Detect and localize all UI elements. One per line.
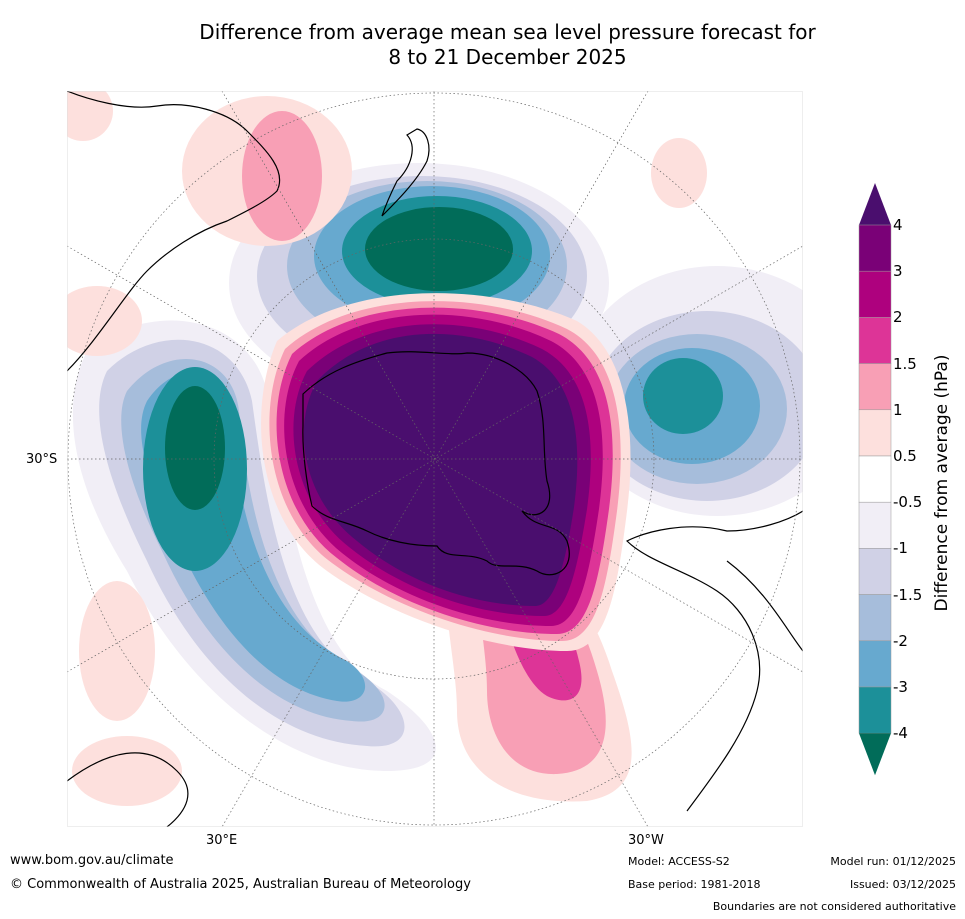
colorbar-tick-label: -1: [893, 539, 908, 558]
colorbar-segment: [858, 270, 892, 318]
anomaly-high-patches: [67, 91, 707, 806]
anomaly-low-indian-ocean: [72, 320, 436, 771]
label-30w: 30°W: [628, 833, 664, 848]
australia-coast: [67, 91, 281, 372]
colorbar-segment: [858, 409, 892, 457]
anomaly-high-antarctica: [261, 293, 631, 651]
colorbar: [858, 183, 892, 776]
colorbar-tick-label: 1.5: [893, 354, 917, 373]
colorbar-tick-label: 2: [893, 308, 903, 327]
colorbar-segment: [858, 686, 892, 734]
footer-issued: Issued: 03/12/2025: [849, 878, 956, 891]
footer-copyright: © Commonwealth of Australia 2025, Austra…: [10, 877, 471, 892]
colorbar-segment: [858, 455, 892, 503]
colorbar-segment: [858, 548, 892, 595]
colorbar-segment: [858, 363, 892, 411]
coastlines: [67, 91, 803, 827]
graticule: [67, 91, 803, 827]
footer-model: Model: ACCESS-S2: [628, 855, 730, 868]
label-30e: 30°E: [206, 833, 238, 848]
colorbar-tick-label: 3: [893, 262, 903, 281]
colorbar-segment: [858, 317, 892, 364]
colorbar-tick-label: 0.5: [893, 447, 917, 465]
south-america-coast: [625, 510, 803, 812]
colorbar-title: Difference from average (hPa): [932, 354, 952, 612]
colorbar-extend-top: [859, 183, 891, 225]
footer-disclaimer: Boundaries are not considered authoritat…: [712, 900, 956, 913]
footer-model-run: Model run: 01/12/2025: [830, 855, 956, 868]
colorbar-tick-label: -0.5: [893, 493, 923, 512]
new-zealand-coast: [381, 128, 430, 217]
colorbar-segment: [858, 501, 892, 549]
colorbar-tick-label: -1.5: [893, 585, 923, 604]
title-line-2: 8 to 21 December 2025: [388, 45, 627, 69]
footer-base-period: Base period: 1981-2018: [628, 878, 761, 891]
colorbar-segment: [858, 640, 892, 688]
colorbar-segment: [858, 594, 892, 642]
colorbar-tick-label: -2: [893, 631, 908, 650]
label-30s: 30°S: [26, 452, 58, 467]
africa-coast: [67, 752, 189, 827]
antarctica-coast: [302, 351, 570, 576]
colorbar-extend-bottom: [859, 733, 891, 776]
title-line-1: Difference from average mean sea level p…: [199, 20, 816, 44]
colorbar-tick-label: 4: [893, 216, 903, 234]
map-canvas: [67, 91, 803, 827]
footer-url[interactable]: www.bom.gov.au/climate: [10, 853, 174, 868]
chart-title: Difference from average mean sea level p…: [0, 20, 965, 70]
colorbar-tick-label: -4: [893, 724, 908, 743]
colorbar-segment: [858, 224, 892, 272]
colorbar-tick-label: 1: [893, 400, 903, 419]
colorbar-tick-label: -3: [893, 678, 908, 696]
